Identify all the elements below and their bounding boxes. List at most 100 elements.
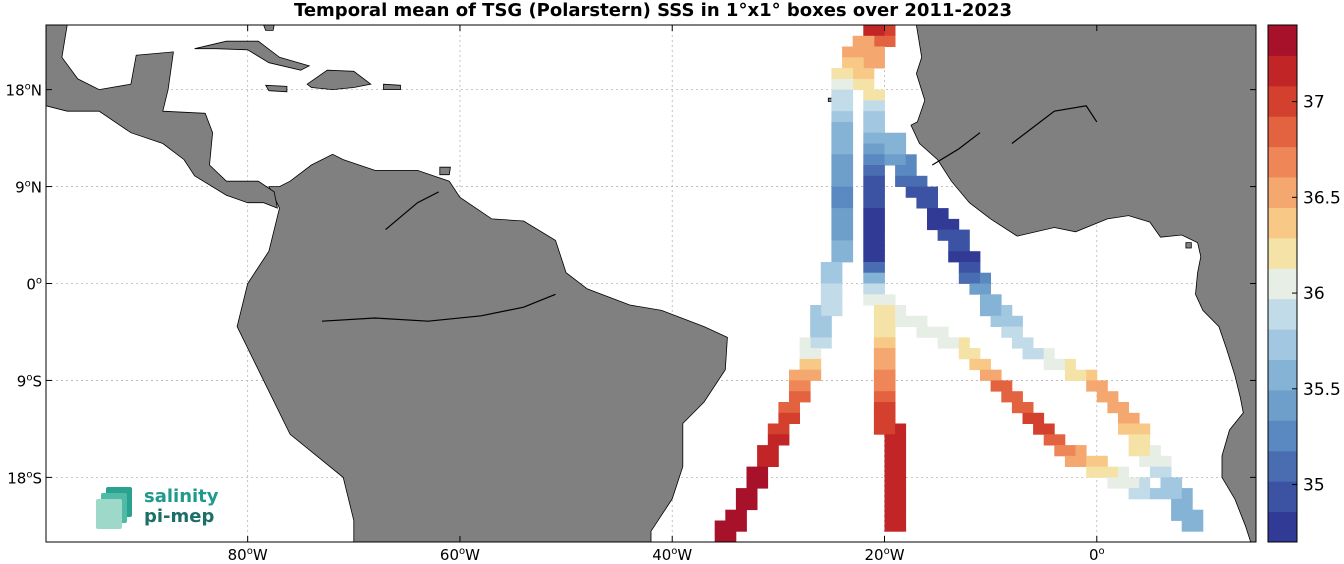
sss-cell bbox=[757, 445, 769, 457]
sss-cell bbox=[831, 121, 843, 134]
sss-cell bbox=[884, 337, 896, 349]
sss-cell bbox=[1171, 498, 1183, 511]
sss-cell bbox=[735, 498, 747, 511]
sss-cell bbox=[1075, 445, 1087, 457]
colorbar-swatch bbox=[1268, 177, 1297, 208]
sss-cell bbox=[842, 186, 854, 198]
sss-cell bbox=[895, 132, 907, 144]
sss-cell bbox=[842, 46, 854, 58]
sss-cell bbox=[831, 229, 843, 241]
sss-cell bbox=[842, 175, 854, 187]
sss-cell bbox=[1043, 434, 1055, 446]
sss-cell bbox=[714, 520, 726, 532]
sss-cell bbox=[990, 380, 1002, 392]
sss-cell bbox=[884, 488, 896, 500]
sss-cell bbox=[884, 35, 896, 47]
sss-cell bbox=[873, 251, 885, 263]
sss-cell bbox=[884, 455, 896, 467]
sss-cell bbox=[937, 208, 949, 220]
sss-cell bbox=[831, 143, 843, 155]
sss-cell bbox=[863, 218, 875, 231]
sss-cell bbox=[831, 262, 843, 274]
sss-cell bbox=[831, 78, 843, 91]
sss-cell bbox=[1096, 455, 1108, 467]
sss-cell bbox=[1011, 337, 1023, 349]
sss-cell bbox=[1107, 466, 1119, 478]
sss-cell bbox=[810, 348, 822, 360]
sss-cell bbox=[873, 57, 885, 69]
sss-cell bbox=[905, 165, 917, 177]
y-tick-label: 0o bbox=[26, 276, 42, 294]
sss-cell bbox=[789, 402, 800, 414]
sss-cell bbox=[863, 197, 875, 209]
sss-cell bbox=[1001, 326, 1013, 338]
sss-cell bbox=[1149, 455, 1161, 467]
sss-cell bbox=[831, 68, 843, 80]
sss-cell bbox=[958, 240, 970, 252]
sss-cell bbox=[927, 197, 938, 209]
sss-cell bbox=[1086, 369, 1098, 381]
sss-cell bbox=[789, 369, 800, 381]
sss-cell bbox=[884, 143, 896, 155]
sss-cell bbox=[916, 326, 928, 338]
sss-cell bbox=[873, 358, 885, 371]
sss-cell bbox=[831, 208, 843, 220]
sss-cell bbox=[852, 78, 864, 91]
sss-cell bbox=[873, 175, 885, 187]
sss-cell bbox=[831, 186, 843, 198]
sss-cell bbox=[873, 423, 885, 435]
sss-cell bbox=[884, 434, 896, 446]
sss-cell bbox=[746, 477, 758, 489]
sss-cell bbox=[863, 46, 875, 58]
land-puerto-rico bbox=[383, 83, 401, 90]
sss-cell bbox=[1128, 477, 1140, 489]
sss-cell bbox=[820, 337, 832, 349]
sss-cell bbox=[842, 78, 854, 91]
land-cuba bbox=[194, 40, 311, 71]
sss-cell bbox=[767, 434, 779, 446]
sss-cell bbox=[884, 402, 896, 414]
sss-cell bbox=[820, 283, 832, 295]
sss-cell bbox=[958, 229, 970, 241]
sss-cell bbox=[873, 165, 885, 177]
sss-cell bbox=[980, 294, 991, 306]
sss-cell bbox=[842, 208, 854, 220]
land-florida bbox=[225, 25, 249, 26]
sss-cell bbox=[1107, 477, 1119, 489]
sss-cell bbox=[725, 531, 737, 542]
sss-cell bbox=[895, 423, 907, 435]
sss-cell bbox=[873, 369, 885, 381]
sss-cell bbox=[895, 455, 907, 467]
sss-cell bbox=[1054, 358, 1066, 371]
sss-cell bbox=[842, 218, 854, 231]
sss-cell bbox=[1118, 423, 1129, 435]
sss-cell bbox=[842, 132, 854, 144]
sss-cell bbox=[799, 391, 811, 403]
sss-cell bbox=[873, 240, 885, 252]
sss-cell bbox=[842, 57, 854, 69]
sss-cell bbox=[863, 154, 875, 166]
x-tick-label: 20oW bbox=[864, 546, 904, 564]
sss-cell bbox=[873, 89, 885, 101]
sss-cell bbox=[1181, 498, 1193, 511]
sss-cell bbox=[1022, 348, 1034, 360]
sss-cell bbox=[767, 445, 779, 457]
sss-cell bbox=[810, 305, 822, 317]
land-bioko bbox=[1185, 242, 1192, 249]
sss-cell bbox=[884, 315, 896, 327]
colorbar-swatch bbox=[1268, 298, 1297, 330]
sss-cell bbox=[842, 229, 854, 241]
sss-cell bbox=[1022, 337, 1034, 349]
sss-cell bbox=[863, 100, 875, 112]
sss-cell bbox=[895, 434, 907, 446]
sss-cell bbox=[873, 380, 885, 392]
sss-cell bbox=[735, 488, 747, 500]
sss-cell bbox=[1001, 305, 1013, 317]
x-tick-label: 0o bbox=[1089, 546, 1105, 564]
sss-cell bbox=[863, 272, 875, 284]
sss-cell bbox=[863, 262, 875, 274]
sss-cell bbox=[1001, 391, 1013, 403]
sss-cell bbox=[1011, 315, 1023, 327]
colorbar-swatch bbox=[1268, 116, 1297, 148]
colorbar-frame bbox=[1267, 24, 1298, 543]
